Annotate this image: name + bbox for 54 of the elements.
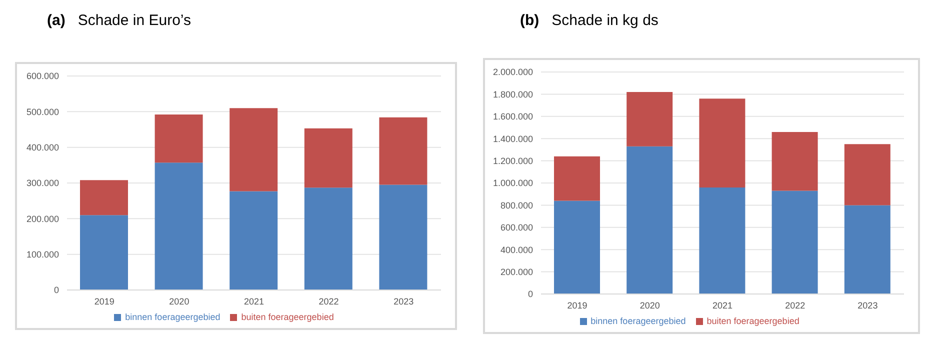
y-tick-label: 1.400.000: [492, 134, 533, 144]
bar: [230, 191, 278, 290]
x-tick-label: 2020: [169, 296, 190, 306]
y-tick-label: 1.200.000: [492, 156, 533, 166]
legend-label: buiten foerageergebied: [706, 316, 800, 326]
bar: [844, 144, 890, 206]
bar: [772, 190, 818, 294]
y-tick-label: 1.600.000: [492, 112, 533, 122]
y-tick-label: 200.000: [26, 214, 59, 224]
bar: [304, 128, 352, 188]
legend-label: buiten foerageergebied: [241, 312, 334, 322]
y-tick-label: 600.000: [26, 71, 59, 82]
y-tick-label: 400.000: [26, 142, 59, 153]
bar: [554, 200, 600, 294]
bar: [626, 146, 673, 294]
legend-label: binnen foerageergebied: [590, 316, 686, 326]
y-tick-label: 300.000: [26, 178, 59, 188]
bar: [626, 92, 673, 146]
chart-title: (b) Schade in kg ds: [520, 12, 658, 29]
bar: [230, 108, 278, 192]
x-tick-label: 2022: [785, 300, 806, 310]
bar: [304, 188, 352, 290]
bar: [554, 156, 600, 201]
y-tick-label: 600.000: [500, 222, 533, 233]
x-tick-label: 2023: [394, 296, 414, 306]
y-tick-label: 800.000: [500, 200, 533, 210]
y-tick-label: 200.000: [500, 266, 533, 277]
x-tick-label: 2020: [640, 300, 660, 310]
bar: [80, 215, 128, 290]
bar: [379, 184, 428, 290]
y-tick-label: 1.000.000: [492, 178, 533, 188]
bar: [844, 205, 890, 294]
bar: [80, 180, 128, 216]
bar: [699, 187, 746, 294]
bar: [379, 117, 428, 185]
y-tick-label: 500.000: [26, 106, 59, 117]
y-tick-label: 0: [54, 285, 59, 296]
y-tick-label: 1.800.000: [492, 89, 533, 100]
x-tick-label: 2019: [94, 296, 114, 306]
bar: [772, 132, 818, 191]
x-tick-label: 2021: [712, 300, 733, 310]
bar: [154, 162, 203, 290]
bar: [699, 98, 746, 188]
y-tick-label: 400.000: [500, 244, 533, 255]
bar: [154, 114, 203, 163]
x-tick-label: 2019: [567, 300, 588, 310]
x-tick-label: 2023: [858, 300, 878, 310]
chart-title: (a) Schade in Euro’s: [47, 12, 191, 29]
y-tick-label: 2.000.000: [492, 67, 533, 78]
x-tick-label: 2022: [318, 296, 339, 306]
y-tick-label: 0: [528, 289, 533, 300]
legend-label: binnen foerageergebied: [125, 312, 220, 322]
x-tick-label: 2021: [244, 296, 264, 306]
y-tick-label: 100.000: [26, 250, 59, 260]
